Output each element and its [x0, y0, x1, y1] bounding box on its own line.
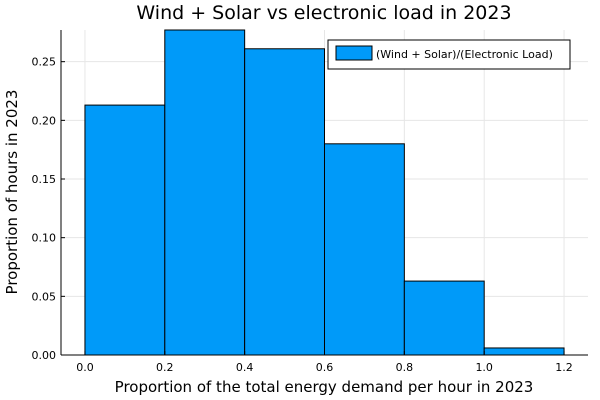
- x-tick-label: 1.2: [555, 361, 573, 374]
- x-tick-label: 0.0: [76, 361, 94, 374]
- y-tick-label: 0.10: [32, 232, 57, 245]
- y-tick-label: 0.20: [32, 114, 57, 127]
- histogram-bar: [483, 347, 565, 356]
- x-axis-label: Proportion of the total energy demand pe…: [115, 378, 534, 396]
- y-axis-label: Proportion of hours in 2023: [3, 90, 21, 295]
- y-tick-label: 0.25: [32, 56, 57, 69]
- x-tick-label: 0.4: [236, 361, 254, 374]
- legend-label: (Wind + Solar)/(Electronic Load): [376, 48, 553, 61]
- y-tick-label: 0.00: [32, 349, 57, 362]
- legend: (Wind + Solar)/(Electronic Load): [327, 39, 571, 70]
- x-tick-label: 0.6: [316, 361, 334, 374]
- histogram-bar: [324, 143, 405, 356]
- histogram-bar: [403, 280, 485, 356]
- histogram-bar: [244, 48, 326, 356]
- x-tick-label: 0.2: [156, 361, 174, 374]
- chart-title: Wind + Solar vs electronic load in 2023: [136, 2, 511, 24]
- x-tick-label: 0.8: [396, 361, 414, 374]
- x-axis-ticks: 0.0 0.2 0.4 0.6 0.8 1.0 1.2: [76, 351, 573, 374]
- y-axis-ticks: 0.00 0.05 0.10 0.15 0.20 0.25: [32, 56, 65, 362]
- y-tick-label: 0.05: [32, 290, 57, 303]
- histogram-bar: [84, 104, 166, 356]
- legend-swatch: [335, 45, 373, 61]
- histogram-bar: [164, 29, 246, 356]
- x-tick-label: 1.0: [475, 361, 493, 374]
- bars: [84, 29, 565, 356]
- y-tick-label: 0.15: [32, 173, 57, 186]
